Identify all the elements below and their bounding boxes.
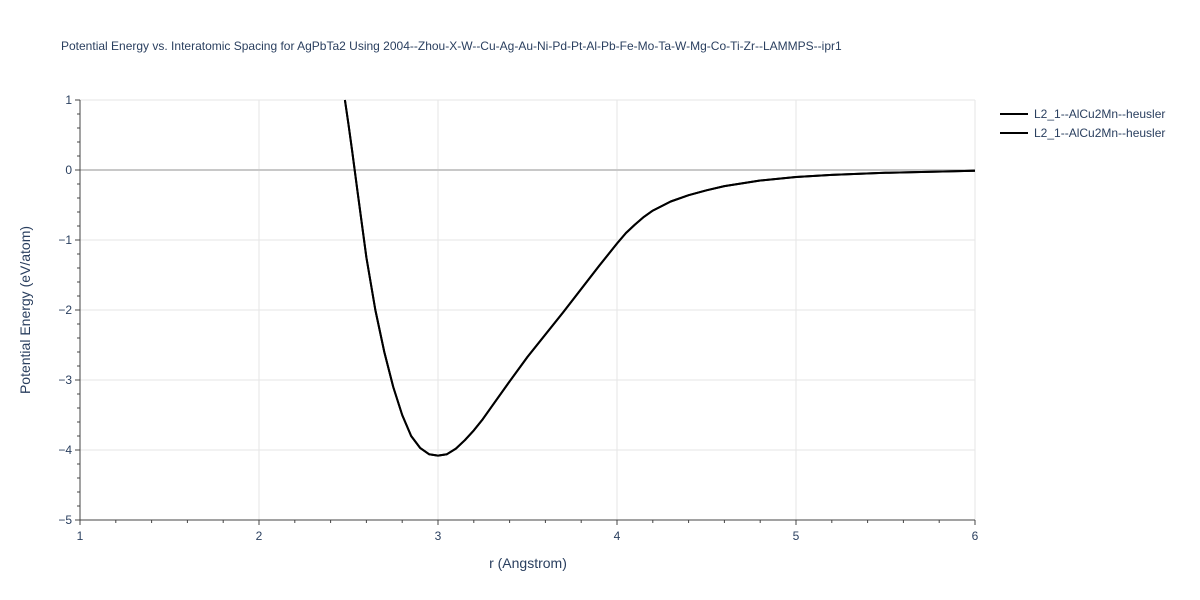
y-tick-label: −2 — [58, 303, 72, 317]
chart-title: Potential Energy vs. Interatomic Spacing… — [61, 39, 842, 53]
plot-area — [343, 99, 975, 457]
x-tick-label: 2 — [256, 529, 263, 543]
legend[interactable]: L2_1--AlCu2Mn--heusler L2_1--AlCu2Mn--heu… — [1000, 107, 1165, 140]
y-tick-label: −1 — [58, 233, 72, 247]
y-tick-label: 1 — [65, 93, 72, 107]
x-tick-labels: 1 2 3 4 5 6 — [77, 529, 979, 543]
x-tick-label: 1 — [77, 529, 84, 543]
axes — [75, 99, 976, 525]
y-tick-label: 0 — [65, 163, 72, 177]
x-tick-label: 6 — [972, 529, 979, 543]
y-tick-label: −5 — [58, 513, 72, 527]
x-tick-label: 3 — [435, 529, 442, 543]
series-line-2 — [343, 99, 975, 457]
legend-label: L2_1--AlCu2Mn--heusler — [1034, 126, 1165, 140]
y-tick-label: −4 — [58, 443, 72, 457]
y-tick-label: −3 — [58, 373, 72, 387]
x-tick-label: 5 — [793, 529, 800, 543]
legend-label: L2_1--AlCu2Mn--heusler — [1034, 107, 1165, 121]
y-axis-title: Potential Energy (eV/atom) — [17, 226, 33, 394]
y-tick-labels: 1 0 −1 −2 −3 −4 −5 — [58, 93, 72, 527]
legend-item-2[interactable]: L2_1--AlCu2Mn--heusler — [1000, 126, 1165, 140]
x-tick-label: 4 — [614, 529, 621, 543]
x-axis-title: r (Angstrom) — [489, 555, 567, 571]
legend-item-1[interactable]: L2_1--AlCu2Mn--heusler — [1000, 107, 1165, 121]
grid-lines — [80, 99, 976, 520]
